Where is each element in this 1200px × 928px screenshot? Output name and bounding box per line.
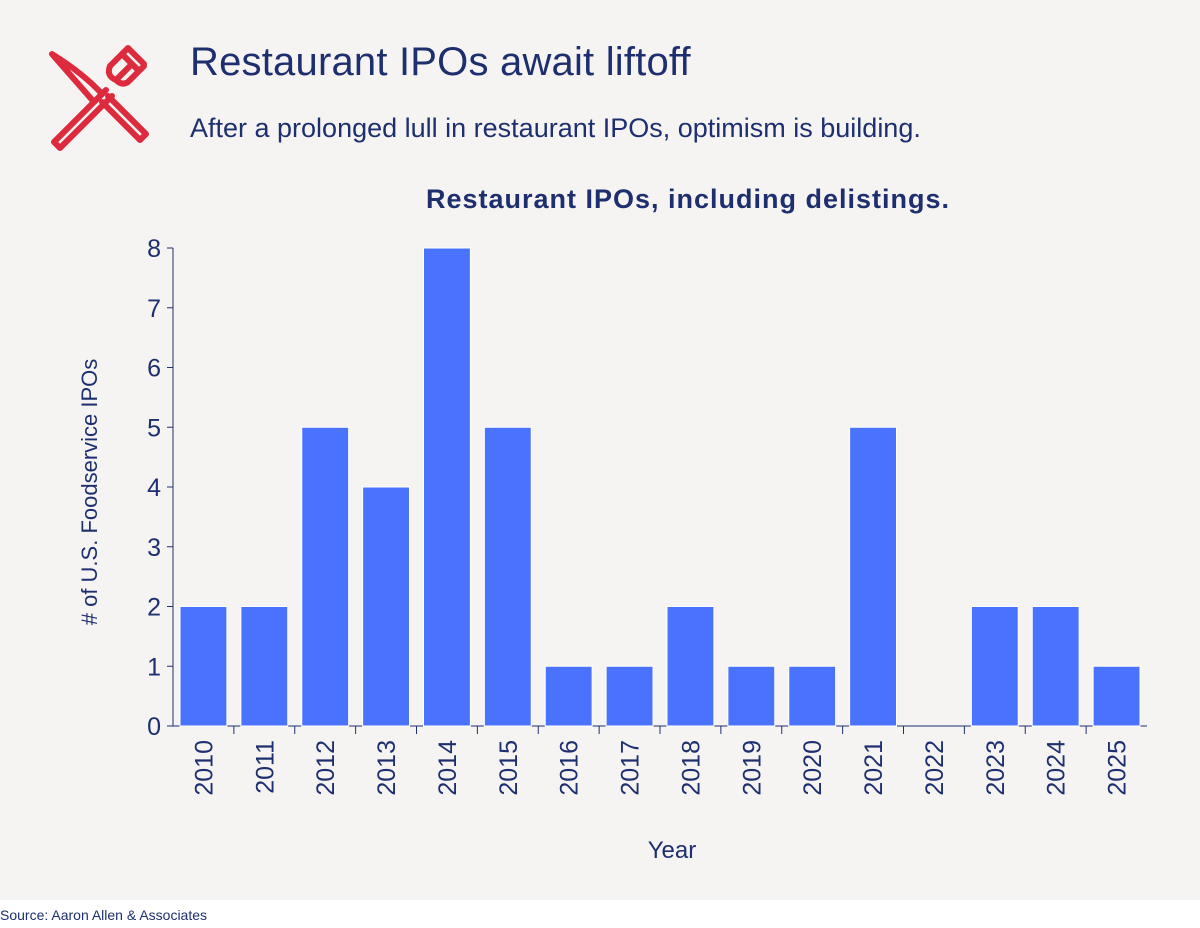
chart-panel: Restaurant IPOs await liftoff After a pr… [0, 0, 1200, 900]
bar-2018 [666, 606, 715, 727]
y-ticks: 0 1 2 3 4 5 6 7 8 [147, 235, 173, 741]
page-title: Restaurant IPOs await liftoff [190, 40, 691, 84]
y-tick-label: 6 [147, 355, 161, 383]
bar-2013 [362, 486, 410, 727]
x-tick-label: 2013 [373, 740, 401, 796]
bars [179, 247, 1141, 727]
bar-2016 [544, 665, 593, 727]
x-tick-label: 2025 [1104, 740, 1132, 796]
y-tick-label: 0 [147, 713, 161, 741]
y-tick-label: 3 [147, 534, 161, 562]
knife-fork-icon [49, 45, 149, 151]
x-tick-label: 2010 [190, 740, 218, 796]
bar-2010 [179, 606, 228, 727]
y-tick-label: 5 [147, 414, 161, 442]
y-tick-label: 2 [147, 594, 161, 622]
y-tick-label: 1 [147, 653, 161, 681]
bar-2017 [605, 665, 654, 727]
y-tick-label: 8 [147, 235, 161, 263]
x-tick-label: 2017 [617, 740, 645, 796]
chart-title: Restaurant IPOs, including delistings. [426, 184, 950, 214]
bar-2011 [240, 606, 289, 727]
page-subtitle: After a prolonged lull in restaurant IPO… [190, 113, 921, 143]
x-tick-label: 2016 [556, 740, 584, 796]
bar-2023 [970, 606, 1019, 727]
x-tick-label: 2023 [982, 740, 1010, 796]
bar-2020 [788, 665, 837, 727]
x-tick-label: 2018 [677, 740, 705, 796]
x-tick-label: 2021 [860, 740, 888, 796]
source-note: Source: Aaron Allen & Associates [0, 907, 208, 923]
x-tick-label: 2015 [495, 740, 523, 796]
x-tick-label: 2024 [1043, 740, 1071, 796]
y-axis-label: # of U.S. Foodservice IPOs [77, 359, 102, 626]
bar-chart: Restaurant IPOs, including delistings. #… [77, 184, 1147, 864]
bar-2019 [727, 665, 776, 727]
x-tick-label: 2012 [312, 740, 340, 796]
bar-2024 [1031, 606, 1080, 727]
bar-2012 [301, 426, 350, 727]
x-tick-label: 2019 [738, 740, 766, 796]
x-tick-label: 2022 [921, 740, 949, 796]
x-tick-label: 2011 [251, 740, 279, 794]
bar-2014 [423, 247, 471, 727]
x-axis-label: Year [648, 837, 697, 864]
bar-2025 [1092, 665, 1141, 727]
y-tick-label: 4 [147, 474, 161, 502]
bar-2021 [849, 426, 897, 727]
x-tick-label: 2020 [799, 740, 827, 796]
y-tick-label: 7 [147, 295, 161, 323]
bar-2015 [483, 426, 532, 727]
x-tick-label: 2014 [434, 740, 462, 796]
x-ticks: 2010 2011 2012 2013 2014 2015 2016 2017 2018 2019… [190, 726, 1132, 796]
